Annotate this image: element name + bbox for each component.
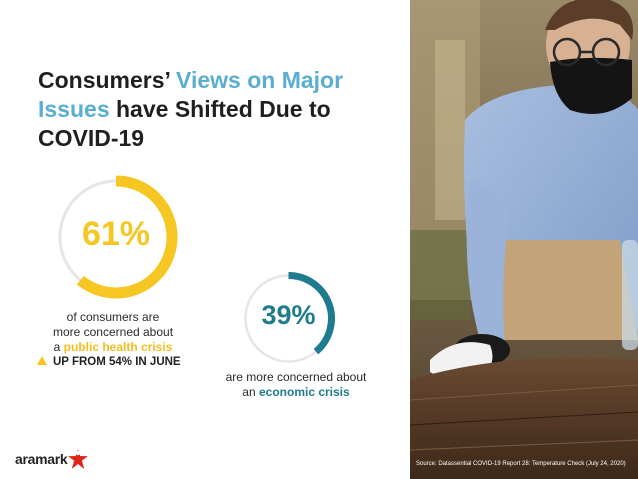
stat2-value: 39% xyxy=(261,300,316,330)
stat1-value: 61% xyxy=(81,215,151,253)
trend-indicator: UP FROM 54% IN JUNE xyxy=(37,356,181,368)
ring-arc xyxy=(76,175,178,299)
stat2-emphasis: economic crisis xyxy=(258,385,350,399)
stat1-caption: of consumers are more concerned about a … xyxy=(52,310,174,354)
title-highlight: Views on Major Issues xyxy=(38,67,344,122)
donut-39 xyxy=(244,272,335,363)
up-triangle-icon xyxy=(37,356,47,365)
waiter-photo xyxy=(410,0,638,479)
aramark-logo: aramark xyxy=(15,448,89,470)
stat2-caption: are more concerned about an economic cri… xyxy=(225,370,367,399)
star-person-icon xyxy=(68,449,89,469)
ring-arc xyxy=(288,272,335,355)
page-title: Consumers’ Views on Major Issues have Sh… xyxy=(38,67,344,151)
photo-illustration xyxy=(410,0,638,479)
stat-ring-public-health: 61% xyxy=(54,175,178,299)
source-note: Source: Datassential COVID-19 Report 28:… xyxy=(416,461,626,467)
stat1-emphasis: public health crisis xyxy=(63,340,173,354)
stat-ring-economic: 39% xyxy=(241,271,336,366)
donut-61 xyxy=(58,175,178,299)
